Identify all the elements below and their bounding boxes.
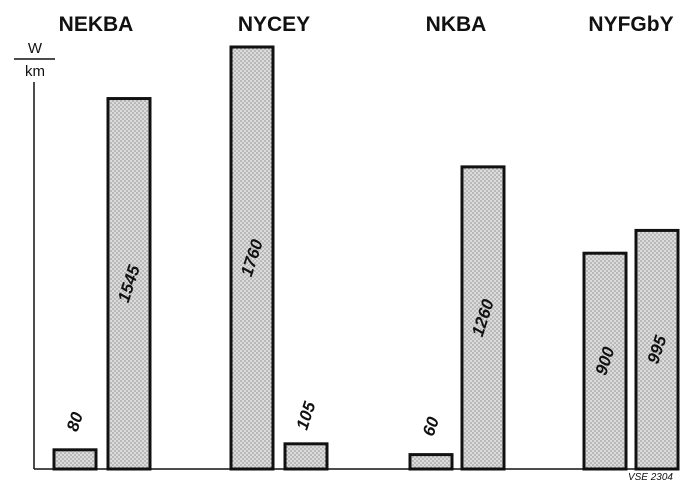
bar-nkba-1: [408, 453, 454, 471]
value-label-nekba-1: 80: [63, 409, 87, 433]
bars: [52, 45, 680, 471]
value-label-nkba-1: 60: [419, 414, 443, 438]
group-title-2: NKBA: [426, 13, 487, 36]
bar-nekba-2: [106, 97, 152, 471]
bar-nycey-1: [229, 45, 275, 471]
bar-nyfgby-2: [634, 228, 680, 471]
reference-code: VSE 2304: [628, 472, 673, 481]
group-title-3: NYFGbY: [588, 13, 673, 36]
bar-nekba-1: [52, 448, 98, 471]
bar-nkba-2: [460, 165, 506, 471]
value-label-nycey-2: 105: [293, 399, 320, 432]
bar-nyfgby-1: [582, 251, 628, 471]
y-axis-unit: W km: [14, 40, 55, 80]
bar-nycey-2: [283, 442, 329, 471]
group-titles: NEKBA NYCEY NKBA NYFGbY: [59, 13, 674, 36]
group-title-0: NEKBA: [59, 13, 134, 36]
unit-denominator: km: [25, 63, 45, 80]
unit-numerator: W: [28, 40, 43, 57]
group-title-1: NYCEY: [238, 13, 310, 36]
